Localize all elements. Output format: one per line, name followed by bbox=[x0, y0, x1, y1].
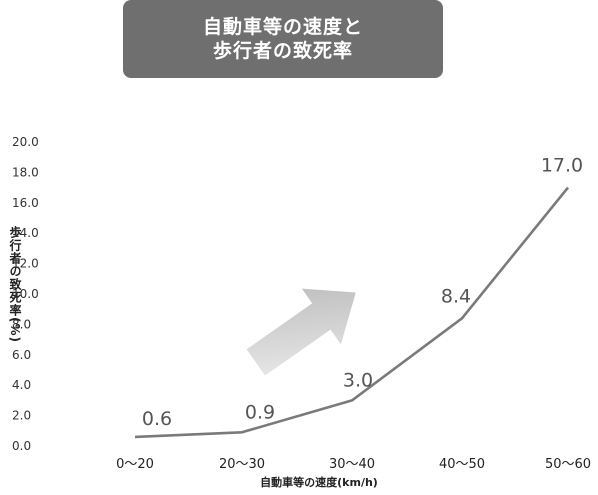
upward-trend-arrow-icon bbox=[246, 288, 356, 376]
y-tick-label: 10.0 bbox=[12, 287, 39, 301]
y-tick-label: 6.0 bbox=[12, 348, 31, 362]
y-tick-label: 2.0 bbox=[12, 409, 31, 423]
y-axis-label: 歩行者の致死率(%) bbox=[8, 226, 22, 343]
x-tick-label: 50〜60 bbox=[545, 457, 591, 472]
x-tick-label: 40〜50 bbox=[439, 457, 485, 472]
data-label: 3.0 bbox=[343, 369, 373, 391]
chart-title-line2: 歩行者の致死率 bbox=[212, 40, 353, 62]
x-tick-label: 0〜20 bbox=[116, 457, 154, 472]
y-tick-label: 14.0 bbox=[12, 226, 39, 240]
y-tick-label: 8.0 bbox=[12, 317, 31, 331]
y-tick-label: 0.0 bbox=[12, 439, 31, 453]
data-label: 0.9 bbox=[245, 401, 275, 423]
x-axis-label: 自動車等の速度(km/h) bbox=[260, 476, 378, 489]
x-tick-label: 20〜30 bbox=[219, 457, 265, 472]
data-label: 17.0 bbox=[541, 155, 583, 177]
y-tick-label: 16.0 bbox=[12, 196, 39, 210]
y-tick-label: 18.0 bbox=[12, 165, 39, 179]
y-tick-label: 12.0 bbox=[12, 257, 39, 271]
x-tick-label: 30〜40 bbox=[329, 457, 375, 472]
series-line bbox=[134, 186, 570, 439]
chart-title-box: 自動車等の速度と 歩行者の致死率 bbox=[123, 0, 443, 78]
data-label: 8.4 bbox=[441, 285, 471, 307]
y-tick-label: 4.0 bbox=[12, 378, 31, 392]
data-label: 0.6 bbox=[142, 408, 172, 430]
chart-title-line1: 自動車等の速度と bbox=[202, 16, 363, 38]
y-tick-label: 20.0 bbox=[12, 135, 39, 149]
